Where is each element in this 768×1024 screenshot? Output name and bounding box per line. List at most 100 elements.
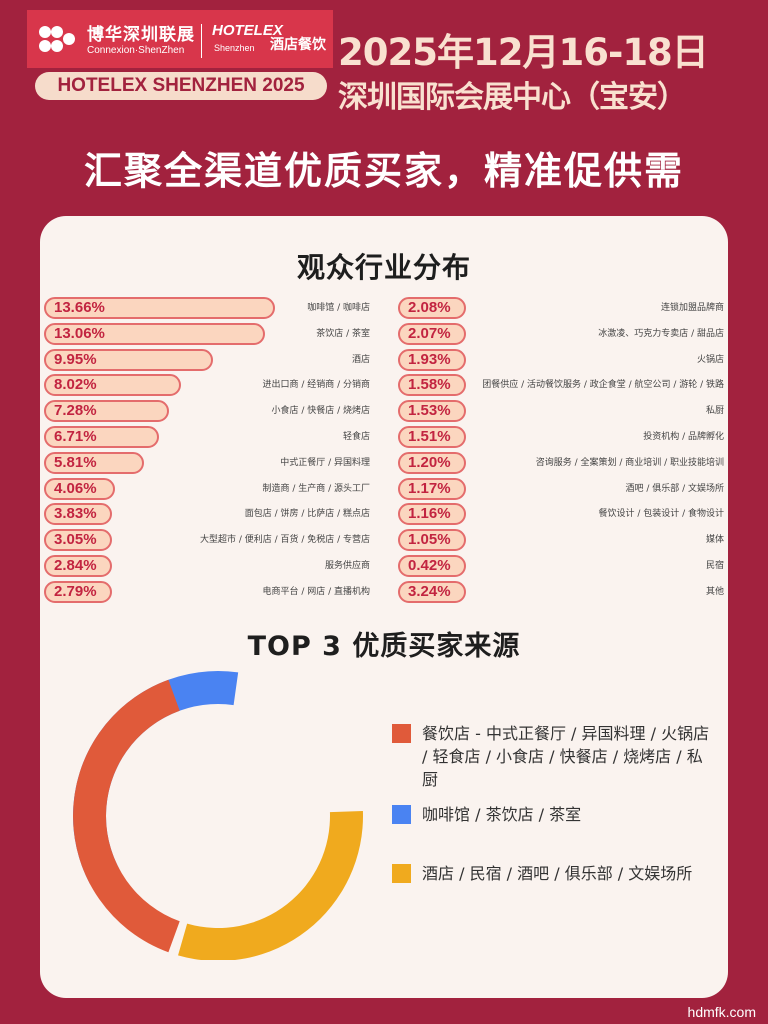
distribution-bar — [44, 555, 112, 577]
distribution-bar — [398, 322, 466, 345]
distribution-bar-row: 1.05% 媒体 — [398, 529, 724, 552]
legend-swatch — [392, 724, 411, 743]
bar-category-label: 餐饮设计 / 包装设计 / 食物设计 — [598, 509, 724, 520]
bar-category-label: 咨询服务 / 全案策划 / 商业培训 / 职业技能培训 — [535, 457, 724, 468]
distribution-bar — [44, 400, 169, 423]
logo-cn-text: 博华深圳联展 — [87, 25, 195, 45]
distribution-bar — [398, 426, 466, 448]
watermark: hdmfk.com — [687, 1004, 756, 1020]
bar-category-label: 中式正餐厅 / 异国料理 — [280, 457, 370, 468]
distribution-bar-row: 13.66% 咖啡馆 / 咖啡店 — [44, 297, 370, 319]
bar-value-label: 1.05% — [408, 531, 451, 549]
logo-divider — [201, 24, 202, 58]
distribution-bar-row: 6.71% 轻食店 — [44, 426, 370, 448]
hotelex-cn-text: 酒店餐饮 — [270, 37, 326, 53]
bar-category-label: 媒体 — [705, 535, 724, 546]
distribution-bar — [398, 529, 466, 552]
distribution-bar — [44, 503, 112, 526]
page-headline: 汇聚全渠道优质买家，精准促供需 — [83, 149, 684, 193]
bar-value-label: 2.08% — [408, 299, 451, 316]
distribution-bar-row: 1.20% 咨询服务 / 全案策划 / 商业培训 / 职业技能培训 — [398, 451, 724, 474]
distribution-bar — [44, 477, 116, 500]
bar-category-label: 投资机构 / 品牌孵化 — [643, 432, 724, 442]
distribution-bar-row: 3.05% 大型超市 / 便利店 / 百货 / 免税店 / 专营店 — [44, 529, 370, 552]
bar-value-label: 3.05% — [54, 531, 97, 549]
distribution-bar — [44, 529, 112, 552]
bar-value-label: 1.16% — [408, 505, 451, 523]
distribution-bar-row: 1.58% 团餐供应 / 活动餐饮服务 / 政企食堂 / 航空公司 / 游轮 / … — [398, 374, 724, 397]
bar-category-label: 茶饮店 / 茶室 — [316, 328, 370, 339]
legend-swatch — [392, 864, 411, 883]
distribution-bar — [44, 451, 145, 474]
hotelex-sub-text: Shenzhen — [214, 43, 255, 53]
bar-category-label: 轻食店 — [342, 432, 370, 442]
distribution-bar — [398, 477, 466, 500]
bar-value-label: 7.28% — [54, 402, 97, 420]
bar-value-label: 9.95% — [54, 350, 97, 368]
distribution-bar — [44, 322, 265, 345]
distribution-bar-row: 3.83% 面包店 / 饼房 / 比萨店 / 糕点店 — [44, 503, 370, 526]
distribution-bar-row: 1.17% 酒吧 / 俱乐部 / 文娱场所 — [398, 477, 724, 500]
distribution-bar-row: 4.06% 制造商 / 生产商 / 源头工厂 — [44, 477, 370, 500]
legend-swatch — [392, 805, 411, 824]
distribution-bar-row: 2.79% 电商平台 / 网店 / 直播机构 — [44, 580, 370, 603]
bar-category-label: 私厨 — [705, 406, 724, 417]
distribution-bar-row: 2.07% 冰激凌、巧克力专卖店 / 甜品店 — [398, 322, 724, 345]
bar-value-label: 13.06% — [54, 324, 105, 342]
bar-value-label: 1.58% — [408, 376, 451, 394]
distribution-bar-row: 2.08% 连锁加盟品牌商 — [398, 297, 724, 319]
distribution-bar — [44, 374, 182, 397]
distribution-bar-row: 3.24% 其他 — [398, 580, 724, 603]
bar-value-label: 2.79% — [54, 582, 97, 600]
distribution-bar-row: 9.95% 酒店 — [44, 348, 370, 371]
distribution-bar-row: 0.42% 民宿 — [398, 555, 724, 577]
legend-entry: 餐饮店 - 中式正餐厅 / 异国料理 / 火锅店 / 轻食店 / 小食店 / 快… — [422, 724, 710, 789]
bar-category-label: 连锁加盟品牌商 — [660, 303, 724, 313]
bar-category-label: 制造商 / 生产商 / 源头工厂 — [262, 483, 370, 494]
bar-value-label: 1.17% — [408, 479, 451, 497]
bar-category-label: 电商平台 / 网店 / 直播机构 — [262, 586, 370, 597]
bar-category-label: 服务供应商 — [324, 561, 370, 571]
distribution-bar-row: 5.81% 中式正餐厅 / 异国料理 — [44, 451, 370, 474]
distribution-bar-row: 2.84% 服务供应商 — [44, 555, 370, 577]
bar-value-label: 2.84% — [54, 557, 97, 574]
bar-value-label: 8.02% — [54, 376, 97, 394]
bar-category-label: 面包店 / 饼房 / 比萨店 / 糕点店 — [244, 509, 370, 520]
distribution-bar — [398, 348, 466, 371]
distribution-chart-title: 观众行业分布 — [296, 251, 471, 284]
distribution-bar — [44, 297, 275, 319]
hotelex-logo-text: HOTELEX — [212, 22, 283, 39]
donut-slice — [178, 810, 363, 960]
legend-entry: 酒店 / 民宿 / 酒吧 / 俱乐部 / 文娱场所 — [422, 864, 693, 883]
donut-slice — [73, 679, 180, 953]
distribution-bar-row: 8.02% 进出口商 / 经销商 / 分销商 — [44, 374, 370, 397]
bar-category-label: 冰激凌、巧克力专卖店 / 甜品店 — [598, 328, 724, 339]
distribution-bar-row: 7.28% 小食店 / 快餐店 / 烧烤店 — [44, 400, 370, 423]
logo-block: 博华深圳联展 Connexion·ShenZhen HOTELEX Shenzh… — [27, 10, 333, 68]
bar-value-label: 6.71% — [54, 428, 97, 445]
bar-value-label: 0.42% — [408, 557, 451, 574]
top3-chart-title: TOP 3 优质买家来源 — [247, 631, 521, 662]
bar-category-label: 火锅店 — [696, 354, 724, 365]
distribution-bar-row: 13.06% 茶饮店 / 茶室 — [44, 322, 370, 345]
distribution-bar-row: 1.51% 投资机构 / 品牌孵化 — [398, 426, 724, 448]
distribution-bar — [44, 348, 214, 371]
bar-category-label: 民宿 — [705, 561, 724, 571]
bar-value-label: 3.24% — [408, 582, 451, 600]
event-name-badge: HOTELEX SHENZHEN 2025 — [35, 72, 327, 100]
bar-value-label: 1.93% — [408, 350, 451, 368]
logo-en-text: Connexion·ShenZhen — [87, 45, 185, 56]
bar-category-label: 咖啡馆 / 咖啡店 — [307, 303, 370, 313]
distribution-bar — [398, 400, 466, 423]
event-date: 2025年12月16-18日 — [338, 31, 709, 74]
connexion-logo-icon — [39, 26, 75, 52]
bar-category-label: 小食店 / 快餐店 / 烧烤店 — [271, 406, 370, 417]
bar-category-label: 大型超市 / 便利店 / 百货 / 免税店 / 专营店 — [199, 535, 370, 546]
event-venue: 深圳国际会展中心（宝安） — [338, 80, 687, 115]
bar-category-label: 酒店 — [351, 354, 370, 365]
content-panel — [40, 216, 728, 998]
bar-value-label: 4.06% — [54, 479, 97, 497]
bar-value-label: 1.53% — [408, 402, 451, 420]
top3-donut-chart — [72, 671, 363, 960]
bar-value-label: 1.20% — [408, 453, 451, 471]
